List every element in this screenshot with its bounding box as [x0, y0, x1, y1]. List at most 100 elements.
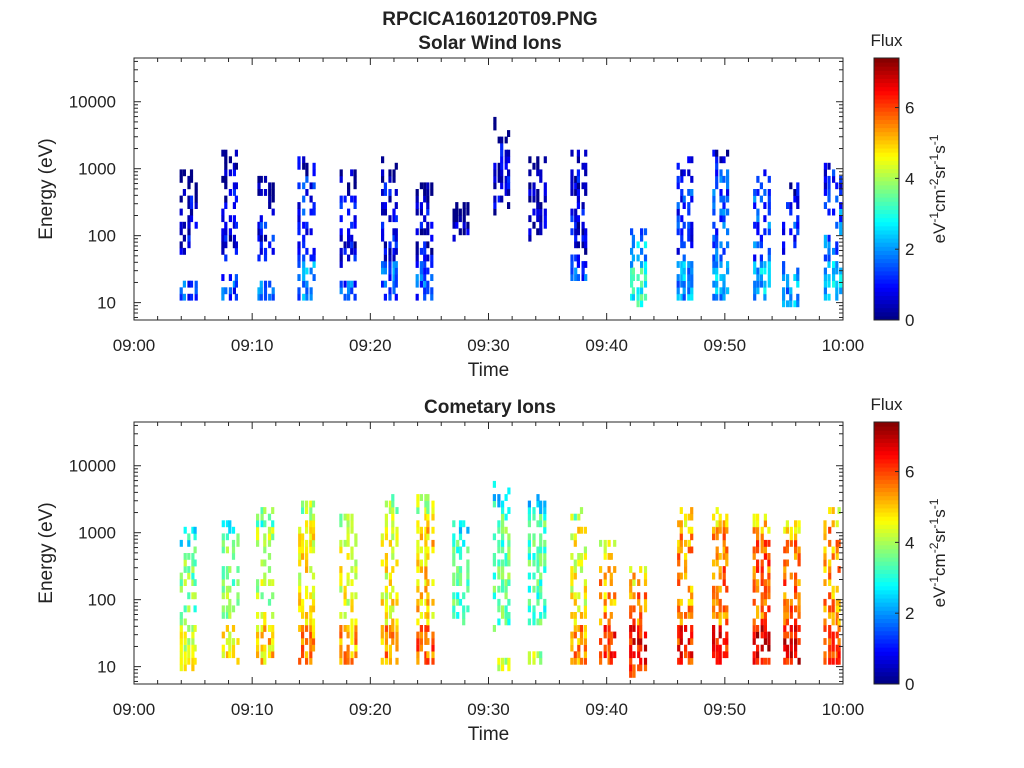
spectrogram-cell [715, 526, 719, 534]
spectrogram-cell [271, 247, 275, 255]
spectrogram-cell [839, 189, 843, 196]
spectrogram-cell [725, 644, 729, 652]
spectrogram-cell [782, 267, 786, 275]
spectrogram-cell [346, 553, 350, 560]
spectrogram-cell [630, 267, 634, 275]
spectrogram-cell [789, 526, 793, 534]
colorbar-swatch [874, 160, 899, 165]
spectrogram-cell [637, 579, 641, 586]
spectrogram-cell [763, 267, 767, 275]
cometary-x-label: Time [468, 724, 510, 745]
colorbar-swatch [874, 454, 899, 460]
spectrogram-cell [346, 579, 350, 586]
colorbar-swatch [874, 135, 899, 141]
spectrogram-cell [388, 651, 392, 659]
spectrogram-cell [527, 513, 531, 521]
spectrogram-cell [354, 651, 358, 659]
colorbar-swatch [874, 450, 899, 456]
spectrogram-cell [574, 221, 578, 229]
spectrogram-cell [388, 592, 392, 600]
spectrogram-cell [347, 287, 351, 295]
spectrogram-cell [380, 657, 384, 665]
spectrogram-cell [528, 156, 532, 164]
spectrogram-cell [309, 287, 313, 295]
colorbar-swatch [874, 577, 899, 583]
spectrogram-cell [260, 651, 264, 659]
spectrogram-cell [631, 254, 635, 262]
spectrogram-cell [794, 579, 798, 586]
spectrogram-cell [636, 241, 640, 249]
spectrogram-cell [574, 215, 578, 223]
spectrogram-cell [797, 546, 801, 554]
spectrogram-cell [416, 585, 420, 593]
spectrogram-cell [419, 638, 423, 645]
spectrogram-cell [497, 572, 501, 580]
spectrogram-cell [637, 592, 641, 600]
spectrogram-cell [539, 618, 543, 626]
spectrogram-cell [763, 631, 767, 639]
spectrogram-cell [504, 513, 508, 521]
spectrogram-cell [636, 274, 640, 281]
spectrogram-cell [391, 500, 395, 508]
spectrogram-cell [267, 598, 272, 606]
spectrogram-cell [789, 287, 793, 295]
spectrogram-cell [228, 169, 232, 177]
spectrogram-cell [458, 598, 463, 606]
spectrogram-cell [573, 513, 577, 521]
spectrogram-cell [257, 293, 261, 301]
spectrogram-cell [609, 657, 613, 665]
spectrogram-cell [424, 585, 428, 593]
spectrogram-cell [789, 208, 793, 216]
spectrogram-cell [339, 644, 343, 652]
spectrogram-cell [231, 625, 236, 632]
spectrogram-cell [260, 625, 264, 632]
spectrogram-cell [263, 651, 267, 659]
colorbar-swatch [874, 458, 899, 464]
spectrogram-cell [302, 156, 306, 164]
spectrogram-cell [231, 526, 236, 534]
spectrogram-cell [767, 553, 771, 560]
spectrogram-cell [722, 221, 726, 229]
spectrogram-cell [796, 267, 800, 275]
spectrogram-cell [782, 293, 786, 301]
spectrogram-cell [228, 526, 232, 534]
spectrogram-cell [500, 149, 504, 157]
spectrogram-cell [268, 195, 272, 203]
spectrogram-cell [756, 546, 760, 554]
spectrogram-cell [416, 566, 420, 573]
spectrogram-cell [752, 651, 756, 659]
spectrogram-cell [722, 274, 726, 281]
spectrogram-cell [756, 533, 760, 541]
spectrogram-cell [835, 182, 839, 190]
spectrogram-cell [763, 546, 767, 554]
spectrogram-cell [690, 274, 694, 281]
spectrogram-cell [767, 605, 771, 613]
spectrogram-cell [424, 526, 428, 534]
spectrogram-cell [301, 638, 305, 645]
spectrogram-cell [234, 274, 238, 281]
spectrogram-cell [760, 546, 764, 554]
spectrogram-cell [793, 300, 797, 308]
spectrogram-cell [786, 300, 790, 308]
spectrogram-cell [715, 293, 719, 301]
colorbar-swatch [874, 168, 899, 174]
spectrogram-cell [492, 625, 496, 632]
spectrogram-cell [718, 526, 722, 534]
spectrogram-cell [715, 254, 719, 262]
spectrogram-cell [353, 215, 357, 223]
spectrogram-cell [570, 175, 574, 183]
spectrogram-cell [543, 612, 547, 619]
spectrogram-cell [350, 169, 354, 177]
x-tick-label: 10:00 [822, 336, 865, 355]
spectrogram-cell [581, 274, 585, 281]
spectrogram-cell [684, 553, 688, 560]
spectrogram-cell [350, 579, 354, 586]
spectrogram-cell [455, 215, 459, 223]
spectrogram-cell [796, 215, 800, 223]
spectrogram-cell [354, 559, 358, 567]
spectrogram-cell [827, 189, 831, 196]
spectrogram-cell [224, 287, 228, 295]
spectrogram-cell [682, 274, 686, 281]
colorbar-swatch [874, 270, 899, 276]
spectrogram-cell [504, 612, 508, 619]
